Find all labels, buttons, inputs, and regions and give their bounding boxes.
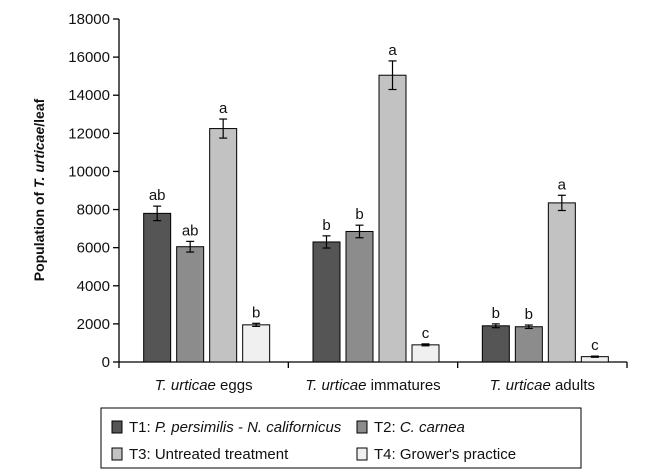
significance-letter: b [525, 306, 533, 323]
legend-entry: T4: Grower's practice [374, 446, 516, 463]
x-axis: T. urticae eggs T. urticae immatures T. ur… [118, 361, 628, 394]
y-tick-label: 12000 [68, 125, 110, 142]
x-category-label: T. urticae adults [490, 377, 595, 394]
legend-entry: T2: C. carnea [374, 419, 465, 436]
legend-swatch [111, 420, 123, 434]
legend: T1: P. persimilis - N. californicus T2: C… [100, 407, 582, 469]
bar [378, 74, 407, 363]
y-tick-label: 8000 [77, 202, 110, 219]
significance-letter: ab [182, 222, 199, 239]
significance-letter: b [355, 206, 363, 223]
significance-letter: b [252, 304, 260, 321]
y-axis: 0 2000 4000 6000 8000 10000 12000 14000 16000 180… [68, 11, 120, 371]
y-tick-label: 10000 [68, 163, 110, 180]
legend-swatch [111, 447, 123, 461]
significance-letter: c [422, 325, 430, 342]
bar [345, 230, 374, 363]
bar [176, 246, 205, 363]
legend-box [100, 407, 582, 469]
legend-swatch [356, 447, 368, 461]
legend-swatch [356, 420, 368, 434]
significance-letter: a [219, 100, 228, 117]
bar [242, 324, 271, 363]
bar [514, 326, 543, 363]
significance-letter: b [322, 217, 330, 234]
bar [143, 212, 172, 363]
legend-entry: T1: P. persimilis - N. californicus [129, 419, 342, 436]
significance-letter: ab [149, 187, 166, 204]
x-category-label: T. urticae immatures [305, 377, 440, 394]
y-axis-label: Population of T. urticae/leaf [31, 98, 47, 281]
y-tick-label: 18000 [68, 11, 110, 28]
y-tick-label: 6000 [77, 240, 110, 257]
significance-letter: a [388, 42, 397, 59]
bar [481, 325, 510, 363]
y-tick-label: 16000 [68, 49, 110, 66]
y-tick-label: 4000 [77, 278, 110, 295]
y-tick-label: 2000 [77, 316, 110, 333]
significance-letter: b [492, 305, 500, 322]
bar [312, 241, 341, 363]
significance-letter: c [591, 337, 599, 354]
y-tick-label: 14000 [68, 87, 110, 104]
bar [547, 202, 576, 363]
bar [411, 344, 440, 363]
x-category-label: T. urticae eggs [155, 377, 253, 394]
y-tick-label: 0 [102, 354, 110, 371]
significance-letter: a [558, 176, 567, 193]
legend-entry: T3: Untreated treatment [129, 446, 289, 463]
bar [209, 128, 238, 363]
